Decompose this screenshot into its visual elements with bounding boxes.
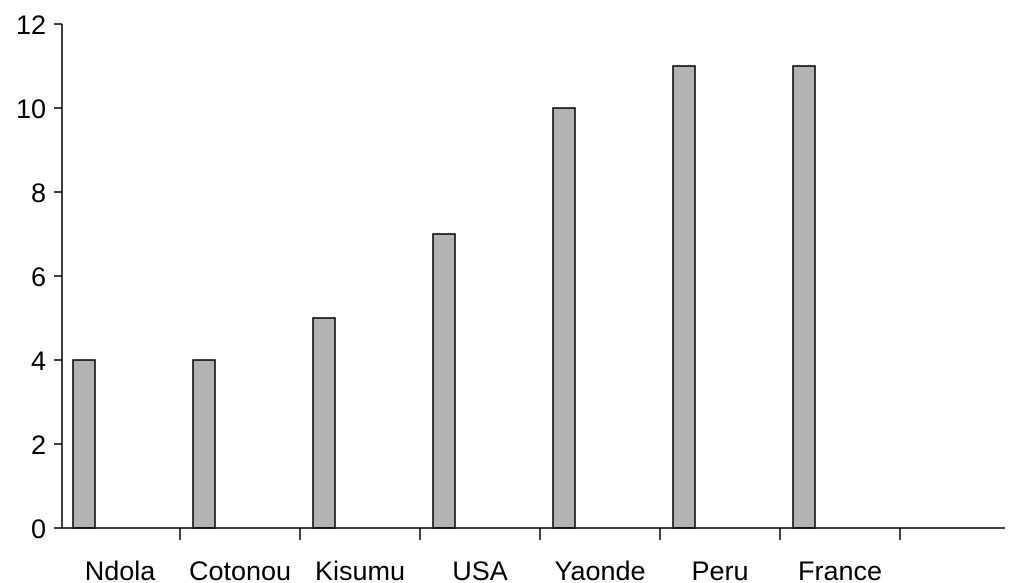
bar-ndola (72, 359, 96, 529)
x-tick-label: Yaonde (554, 556, 645, 583)
bar-cotonou (192, 359, 216, 529)
y-tick-label: 4 (31, 346, 46, 376)
x-axis-ticks (179, 528, 901, 540)
bar-peru (672, 65, 696, 529)
x-axis-tick-labels: Ndola Cotonou Kisumu USA Yaonde Peru France (85, 556, 882, 583)
y-tick-label: 12 (16, 10, 46, 40)
x-tick-label: Cotonou (189, 556, 291, 583)
y-axis-tick-labels: 0 2 4 6 8 10 12 (16, 10, 46, 544)
y-tick-label: 8 (31, 178, 46, 208)
x-tick-label: Ndola (85, 556, 157, 583)
bars (72, 65, 816, 529)
x-tick-label: France (798, 556, 882, 583)
x-tick-label: Kisumu (315, 556, 405, 583)
y-tick-label: 2 (31, 430, 46, 460)
y-tick-label: 10 (16, 94, 46, 124)
bar-france (792, 65, 816, 529)
x-tick-label: USA (452, 556, 508, 583)
y-axis-ticks (54, 23, 62, 529)
y-tick-label: 6 (31, 262, 46, 292)
bar-yaonde (552, 107, 576, 529)
bar-usa (432, 233, 456, 529)
x-tick-label: Peru (691, 556, 748, 583)
bar-kisumu (312, 317, 336, 529)
y-tick-label: 0 (31, 514, 46, 544)
